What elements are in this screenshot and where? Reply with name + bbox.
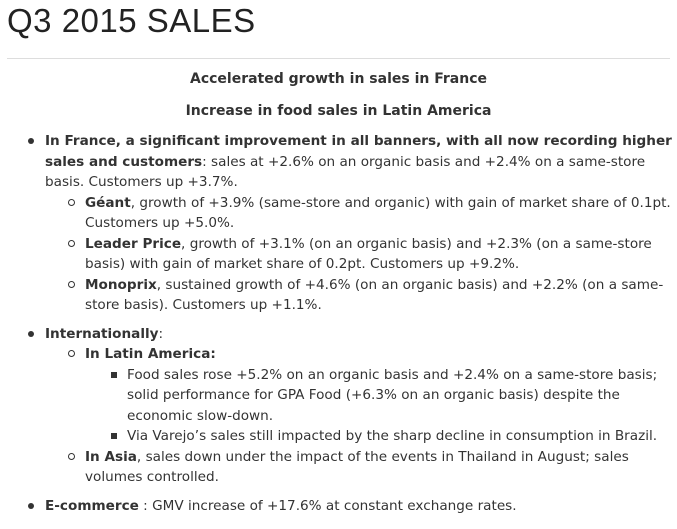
france-sublist: Géant, growth of +3.9% (same-store and o…: [68, 193, 673, 316]
sub-bullet-leader-price: Leader Price, growth of +3.1% (on an org…: [68, 234, 673, 275]
headline-france: Accelerated growth in sales in France: [189, 71, 487, 87]
ecommerce-lead: E-commerce: [45, 497, 139, 514]
france-lead: In France, a significant improvement in …: [45, 133, 672, 170]
monoprix-name: Monoprix: [85, 276, 157, 293]
bullet-international: Internationally: In Latin America: Food …: [28, 324, 673, 488]
page-title: Q3 2015 SALES: [7, 2, 256, 39]
international-lead: Internationally: [45, 325, 159, 342]
leader-price-text: , growth of +3.1% (on an organic basis) …: [85, 235, 652, 273]
title-divider: [7, 58, 670, 59]
monoprix-text: , sustained growth of +4.6% (on an organ…: [85, 276, 664, 314]
international-text: :: [158, 325, 164, 342]
sub-bullet-asia: In Asia, sales down under the impact of …: [68, 447, 673, 488]
ecommerce-text: : GMV increase of +17.6% at constant exc…: [138, 497, 517, 514]
sub-bullet-geant: Géant, growth of +3.9% (same-store and o…: [68, 193, 673, 234]
sales-summary: In France, a significant improvement in …: [28, 131, 673, 517]
latin-america-item: Via Varejo’s sales still impacted by the…: [111, 426, 673, 447]
geant-name: Géant: [85, 194, 131, 211]
latin-america-sublist: Food sales rose +5.2% on an organic basi…: [111, 365, 673, 447]
bullet-list: In France, a significant improvement in …: [28, 131, 673, 517]
headline-latin-america: Increase in food sales in Latin America: [185, 103, 492, 119]
international-sublist: In Latin America: Food sales rose +5.2% …: [68, 344, 673, 488]
leader-price-name: Leader Price: [85, 235, 182, 252]
france-text: : sales at +2.6% on an organic basis and…: [45, 153, 646, 191]
asia-name: In Asia: [85, 448, 137, 465]
bullet-ecommerce: E-commerce : GMV increase of +17.6% at c…: [28, 496, 673, 517]
bullet-france: In France, a significant improvement in …: [28, 131, 673, 316]
asia-text: , sales down under the impact of the eve…: [85, 448, 629, 486]
geant-text: , growth of +3.9% (same-store and organi…: [85, 194, 671, 232]
latin-america-name: In Latin America:: [85, 346, 216, 362]
sub-bullet-monoprix: Monoprix, sustained growth of +4.6% (on …: [68, 275, 673, 316]
sub-bullet-latin-america: In Latin America: Food sales rose +5.2% …: [68, 344, 673, 447]
latin-america-item: Food sales rose +5.2% on an organic basi…: [111, 365, 673, 427]
